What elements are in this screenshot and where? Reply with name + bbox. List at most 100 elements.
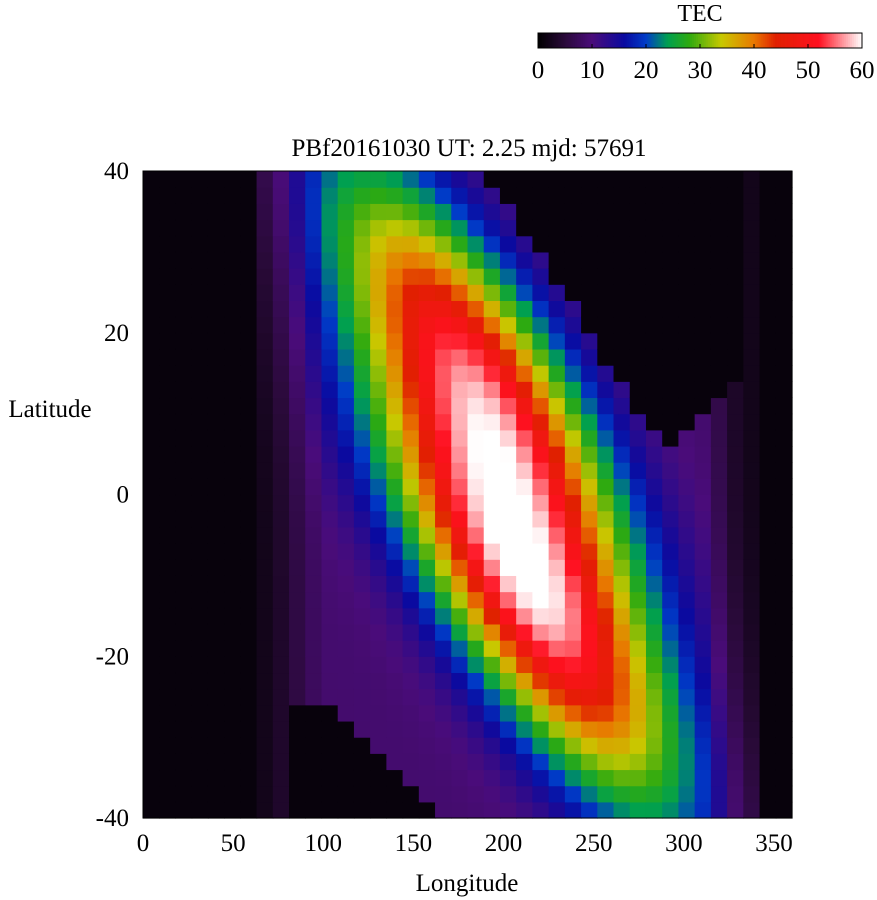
heatmap-cell	[694, 494, 712, 512]
heatmap-cell	[159, 478, 177, 496]
heatmap-cell	[386, 219, 404, 237]
heatmap-cell	[159, 704, 177, 722]
heatmap-cell	[548, 429, 566, 447]
heatmap-cell	[143, 429, 160, 447]
heatmap-cell	[321, 688, 339, 706]
heatmap-cell	[678, 769, 696, 787]
heatmap-cell	[256, 316, 274, 334]
heatmap-cell	[564, 171, 582, 188]
heatmap-cell	[386, 526, 404, 544]
heatmap-cell	[499, 591, 517, 609]
heatmap-cell	[353, 445, 371, 463]
heatmap-cell	[597, 365, 615, 382]
heatmap-cell	[629, 623, 647, 641]
colorbar-segment	[671, 33, 675, 48]
heatmap-cell	[564, 413, 582, 431]
heatmap-cell	[191, 785, 209, 803]
colorbar-segment	[831, 33, 835, 48]
heatmap-cell	[516, 704, 533, 722]
heatmap-cell	[597, 381, 615, 399]
heatmap-cell	[581, 365, 598, 382]
heatmap-cell	[451, 251, 469, 269]
heatmap-cell	[662, 607, 680, 625]
heatmap-cell	[710, 769, 728, 787]
heatmap-cell	[532, 219, 550, 237]
heatmap-cell	[694, 429, 712, 447]
heatmap-cell	[305, 316, 323, 334]
heatmap-cell	[370, 348, 387, 366]
heatmap-cell	[175, 462, 193, 479]
heatmap-cell	[337, 591, 355, 609]
heatmap-cell	[727, 171, 744, 188]
heatmap-cell	[499, 462, 517, 479]
heatmap-cell	[207, 381, 225, 399]
heatmap-cell	[370, 785, 387, 803]
heatmap-cell	[418, 640, 436, 657]
heatmap-cell	[727, 656, 744, 674]
heatmap-cell	[289, 445, 306, 463]
heatmap-cell	[710, 316, 728, 334]
heatmap-cell	[224, 413, 241, 431]
heatmap-cell	[694, 640, 712, 657]
heatmap-cell	[516, 219, 533, 237]
heatmap-cell	[759, 365, 777, 382]
heatmap-cell	[743, 429, 761, 447]
heatmap-cell	[418, 316, 436, 334]
heatmap-cell	[743, 381, 761, 399]
heatmap-cell	[775, 203, 793, 221]
heatmap-cell	[353, 381, 371, 399]
heatmap-cell	[775, 623, 793, 641]
heatmap-cell	[645, 559, 663, 576]
heatmap-cell	[159, 575, 177, 593]
heatmap-cell	[353, 688, 371, 706]
heatmap-cell	[613, 429, 631, 447]
heatmap-cell	[581, 737, 598, 754]
heatmap-cell	[613, 575, 631, 593]
colorbar-segment	[839, 33, 843, 48]
heatmap-cell	[743, 769, 761, 787]
heatmap-cell	[759, 543, 777, 560]
heatmap-cell	[370, 720, 387, 738]
heatmap-cell	[597, 316, 615, 334]
heatmap-cell	[581, 203, 598, 221]
colorbar-segment	[653, 33, 656, 48]
heatmap-cell	[467, 607, 485, 625]
heatmap-cell	[256, 219, 274, 237]
colorbar-segment	[760, 33, 764, 48]
heatmap-cell	[159, 623, 177, 641]
heatmap-cell	[516, 737, 533, 754]
heatmap-cell	[694, 591, 712, 609]
heatmap-cell	[321, 235, 339, 253]
colorbar-segment	[718, 33, 721, 48]
colorbar-segment	[776, 33, 780, 48]
heatmap-cell	[289, 332, 306, 350]
heatmap-cell	[775, 704, 793, 722]
heatmap-cell	[207, 656, 225, 674]
heatmap-cell	[240, 397, 258, 415]
heatmap-cell	[402, 429, 420, 447]
colorbar-segment	[809, 33, 812, 48]
heatmap-cell	[645, 316, 663, 334]
heatmap-cell	[645, 737, 663, 754]
heatmap-cell	[597, 785, 615, 803]
heatmap-cell	[694, 381, 712, 399]
heatmap-cell	[564, 494, 582, 512]
heatmap-cell	[499, 300, 517, 318]
colorbar-segment	[817, 33, 820, 48]
heatmap-cell	[353, 397, 371, 415]
heatmap-cell	[678, 720, 696, 738]
heatmap-cell	[337, 801, 355, 819]
heatmap-cell	[402, 591, 420, 609]
heatmap-cell	[564, 445, 582, 463]
colorbar-segment	[596, 33, 600, 48]
heatmap-cell	[613, 171, 631, 188]
heatmap-cell	[191, 203, 209, 221]
heatmap-cell	[581, 591, 598, 609]
heatmap-cell	[321, 623, 339, 641]
colorbar-segment	[756, 33, 760, 48]
heatmap-cell	[629, 753, 647, 771]
heatmap-cell	[435, 769, 452, 787]
heatmap-cell	[305, 219, 323, 237]
colorbar-segment	[548, 33, 551, 48]
heatmap-cell	[240, 316, 258, 334]
